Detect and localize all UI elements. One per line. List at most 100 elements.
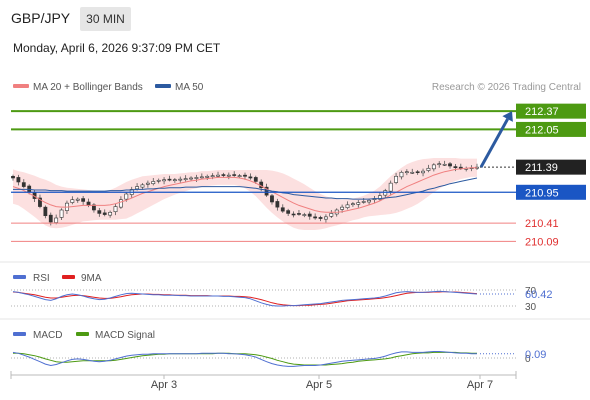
macd-legend-label: MACD [33, 330, 62, 341]
candle-body [113, 206, 118, 213]
rsi-legend-label: RSI [33, 273, 50, 284]
candle-body [297, 213, 301, 215]
candle-body [291, 213, 296, 216]
candle-body [264, 186, 269, 196]
candle-body [38, 197, 42, 207]
support-label: 210.41 [525, 218, 559, 230]
candle-body [97, 210, 102, 214]
price-panel: 212.37 212.05 211.39 210.95 210.41 210.09 [11, 103, 586, 248]
candle-body [194, 177, 199, 179]
rsi-legend-swatch [13, 275, 26, 279]
candle-body [145, 182, 150, 185]
timeframe-button[interactable]: 30 MIN [80, 7, 131, 31]
bollinger-band [13, 158, 477, 230]
resistance-label: 212.37 [525, 106, 559, 118]
candle-body [221, 174, 226, 176]
candle-body [399, 171, 404, 178]
rsi-value-label: 60.42 [525, 289, 553, 301]
projection-arrow-shaft [479, 118, 509, 168]
candle-body [345, 204, 350, 209]
resistance-label: 212.05 [525, 124, 559, 136]
candle-body [43, 206, 48, 217]
candle-body [270, 195, 274, 203]
rsi-signal-legend-swatch [62, 275, 75, 279]
candle-body [351, 203, 355, 206]
candle-body [253, 177, 258, 182]
candle-body [232, 174, 237, 176]
candle-body [318, 217, 323, 219]
candle-body [448, 163, 452, 167]
candle-body [70, 199, 75, 203]
candle-body [275, 201, 280, 208]
macd-tick-label: 0 [525, 354, 531, 365]
candle-body [415, 171, 420, 174]
candle-body [172, 179, 177, 182]
rsi-signal-legend-label: 9MA [81, 273, 102, 284]
macd-signal-legend-label: MACD Signal [95, 330, 155, 341]
candle-body [108, 211, 113, 216]
ma20-legend-swatch [13, 84, 29, 88]
candle-body [431, 164, 436, 170]
candle-body [453, 166, 458, 169]
timestamp: Monday, April 6, 2026 9:37:09 PM CET [13, 41, 221, 55]
candle-body [248, 176, 253, 179]
rsi-tick-label: 30 [525, 302, 537, 313]
macd-legend-swatch [13, 332, 26, 336]
ma20-line [12, 167, 477, 213]
time-axis-label: Apr 7 [467, 379, 493, 391]
candle-body [11, 175, 15, 179]
credit-label: Research © 2026 Trading Central [432, 82, 581, 93]
candle-body [59, 209, 64, 218]
macd-line [12, 351, 477, 367]
candle-body [178, 178, 183, 181]
candle-body [189, 177, 193, 180]
time-axis: Apr 3 Apr 5 Apr 7 [10, 371, 517, 391]
candle-body [21, 182, 26, 187]
candle-body [329, 213, 334, 217]
macd-panel: 00.09 [11, 349, 546, 367]
candle-body [307, 213, 312, 217]
pivot-label: 210.95 [525, 187, 559, 199]
rsi-line [12, 290, 478, 307]
candle-body [27, 185, 32, 193]
candle-body [356, 202, 361, 205]
candle-body [16, 177, 21, 183]
candle-body [167, 178, 172, 181]
candle-body [361, 201, 366, 203]
candle-body [75, 198, 80, 201]
candle-body [216, 174, 220, 177]
candle-body [156, 179, 161, 182]
candle-body [394, 175, 398, 183]
candle-body [226, 174, 231, 177]
candle-body [442, 163, 447, 166]
ma50-line [13, 177, 478, 200]
time-axis-label: Apr 5 [306, 379, 332, 391]
candle-body [410, 171, 415, 174]
pivot-tag [516, 184, 586, 200]
candle-body [367, 199, 371, 203]
candle-body [237, 175, 242, 178]
resistance-tag [516, 103, 586, 119]
candle-body [199, 176, 204, 179]
candle-body [205, 175, 210, 178]
chart-header: GBP/JPY 30 MIN Monday, April 6, 2026 9:3… [0, 0, 590, 70]
candle-body [426, 167, 431, 171]
candle-body [151, 181, 156, 185]
candle-body [135, 186, 139, 190]
candle-body [140, 184, 145, 188]
candle-body [313, 216, 318, 219]
time-axis-label: Apr 3 [151, 379, 177, 391]
support-label: 210.09 [525, 236, 559, 248]
candle-body [81, 198, 86, 202]
symbol-label: GBP/JPY [11, 10, 71, 26]
candle-body [286, 210, 291, 214]
candle-body [48, 214, 53, 223]
projection-arrow-head [502, 111, 513, 122]
candle-body [421, 170, 425, 174]
macd-signal-legend-swatch [76, 332, 89, 336]
ma20-legend-label: MA 20 + Bollinger Bands [33, 82, 143, 93]
candle-body [102, 212, 107, 215]
ma50-legend-label: MA 50 [175, 82, 204, 93]
